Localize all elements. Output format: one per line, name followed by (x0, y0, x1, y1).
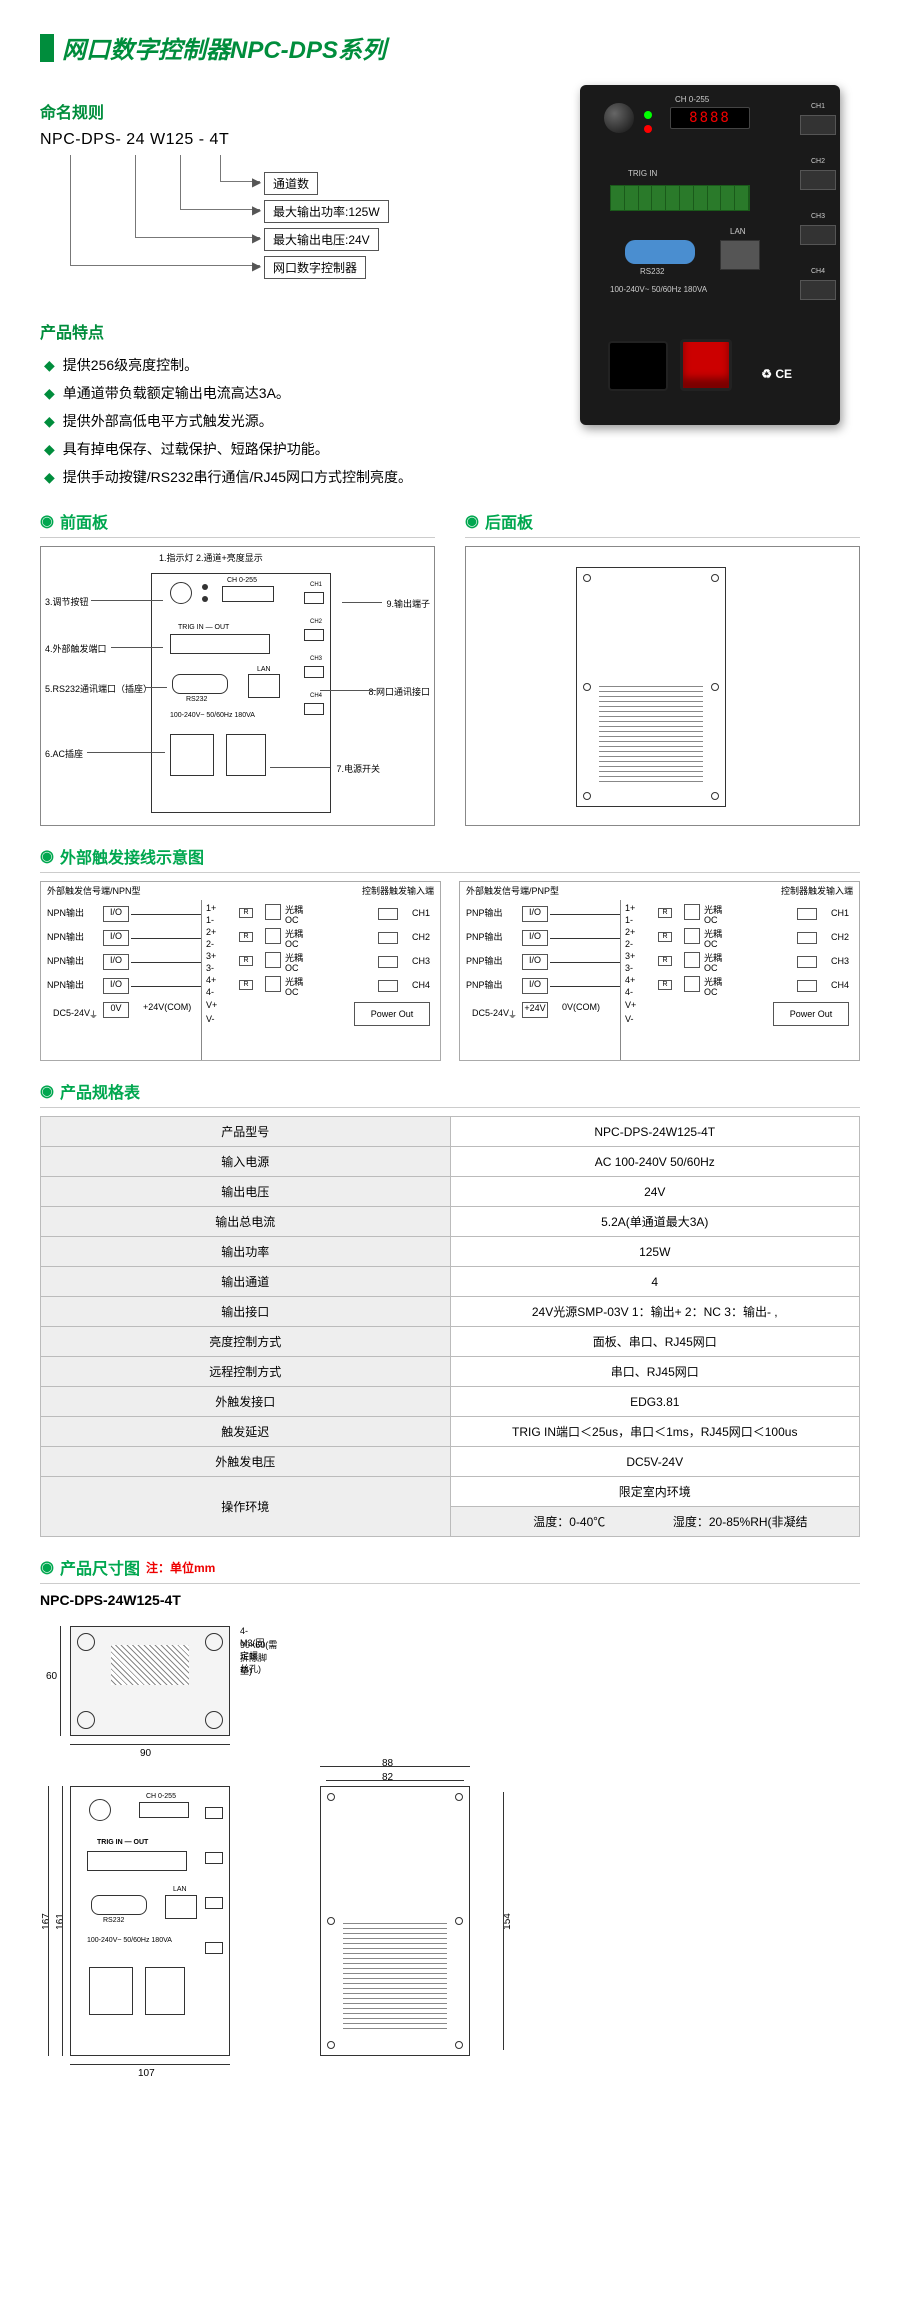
dim-drawings: 4-M3(固定螺丝孔) 90×60(需拆除脚垫) 60 90 CH 0-255 … (40, 1616, 860, 2096)
table-row: 输出接口24V光源SMP-03V 1：输出+ 2：NC 3：输出- , (41, 1297, 860, 1327)
front-panel-heading: 前面板 (40, 509, 435, 538)
title-text: 网口数字控制器NPC-DPS系列 (62, 30, 386, 65)
dim-note: 注：单位mm (146, 1559, 215, 1576)
table-row: 远程控制方式串口、RJ45网口 (41, 1357, 860, 1387)
photo-led-red (644, 125, 652, 133)
photo-knob (604, 103, 634, 133)
naming-label-0: 通道数 (264, 172, 318, 195)
photo-ch3 (800, 225, 836, 245)
photo-certs: ♻ CE (761, 367, 792, 381)
feature-item: 单通道带负载额定输出电流高达3A。 (44, 379, 560, 407)
photo-lan-port (720, 240, 760, 270)
naming-label-2: 最大输出电压:24V (264, 228, 379, 251)
spec-table: 产品型号NPC-DPS-24W125-4T输入电源AC 100-240V 50/… (40, 1116, 860, 1537)
naming-heading: 命名规则 (40, 99, 560, 123)
wiring-pnp: 外部触发信号端/PNP型 控制器触发输入端 PNP输出I/O1+1-R光耦OCC… (459, 881, 860, 1061)
feature-item: 具有掉电保存、过载保护、短路保护功能。 (44, 435, 560, 463)
spec-heading: 产品规格表 (40, 1079, 860, 1108)
photo-ch1 (800, 115, 836, 135)
photo-power-switch (680, 339, 732, 391)
wiring-diagrams: 外部触发信号端/NPN型 控制器触发输入端 NPN输出I/O1+1-R光耦OCC… (40, 881, 860, 1061)
wiring-npn: 外部触发信号端/NPN型 控制器触发输入端 NPN输出I/O1+1-R光耦OCC… (40, 881, 441, 1061)
photo-rs232-port (625, 240, 695, 264)
features-heading: 产品特点 (40, 319, 560, 343)
table-row: 输出通道4 (41, 1267, 860, 1297)
table-row: 外触发电压DC5V-24V (41, 1447, 860, 1477)
feature-item: 提供手动按键/RS232串行通信/RJ45网口方式控制亮度。 (44, 463, 560, 491)
table-row: 亮度控制方式面板、串口、RJ45网口 (41, 1327, 860, 1357)
photo-ac-info: 100-240V~ 50/60Hz 180VA (610, 285, 707, 294)
table-row: 操作环境限定室内环境 (41, 1477, 860, 1507)
photo-ch2 (800, 170, 836, 190)
photo-terminal (610, 185, 750, 211)
table-row: 输入电源AC 100-240V 50/60Hz (41, 1147, 860, 1177)
wiring-heading: 外部触发接线示意图 (40, 844, 860, 873)
back-panel-diagram (465, 546, 860, 826)
product-photo: CH 0-255 8888 TRIG IN RS232 LAN 100-240V… (580, 85, 840, 425)
table-row: 产品型号NPC-DPS-24W125-4T (41, 1117, 860, 1147)
feature-item: 提供外部高低电平方式触发光源。 (44, 407, 560, 435)
table-row: 输出总电流5.2A(单通道最大3A) (41, 1207, 860, 1237)
table-row: 输出电压24V (41, 1177, 860, 1207)
front-panel-diagram: 1.指示灯 2.通道+亮度显示 CH 0-255 TRIG IN — OUT R… (40, 546, 435, 826)
back-panel-heading: 后面板 (465, 509, 860, 538)
photo-trigin-label: TRIG IN (628, 169, 657, 178)
table-row: 输出功率125W (41, 1237, 860, 1267)
naming-label-1: 最大输出功率:125W (264, 200, 389, 223)
photo-rs232-label: RS232 (640, 267, 664, 276)
table-row: 触发延迟TRIG IN端口＜25us，串口＜1ms，RJ45网口＜100us (41, 1417, 860, 1447)
photo-lan-label: LAN (730, 227, 746, 236)
feature-item: 提供256级亮度控制。 (44, 351, 560, 379)
naming-diagram: ▶ ▶ ▶ ▶ 通道数 最大输出功率:125W 最大输出电压:24V 网口数字控… (40, 155, 400, 305)
photo-ch4 (800, 280, 836, 300)
document-title: 网口数字控制器NPC-DPS系列 (40, 30, 860, 65)
dim-heading: 产品尺寸图 注：单位mm (40, 1555, 860, 1584)
features-list: 提供256级亮度控制。 单通道带负载额定输出电流高达3A。 提供外部高低电平方式… (40, 351, 560, 491)
photo-ac-inlet (608, 341, 668, 391)
photo-display-label: CH 0-255 (675, 95, 709, 104)
table-row: 外触发接口EDG3.81 (41, 1387, 860, 1417)
naming-label-3: 网口数字控制器 (264, 256, 366, 279)
title-accent (40, 34, 54, 62)
photo-display: 8888 (670, 107, 750, 129)
photo-led-green (644, 111, 652, 119)
naming-code: NPC-DPS- 24 W125 - 4T (40, 131, 560, 149)
dim-subtitle: NPC-DPS-24W125-4T (40, 1592, 860, 1608)
